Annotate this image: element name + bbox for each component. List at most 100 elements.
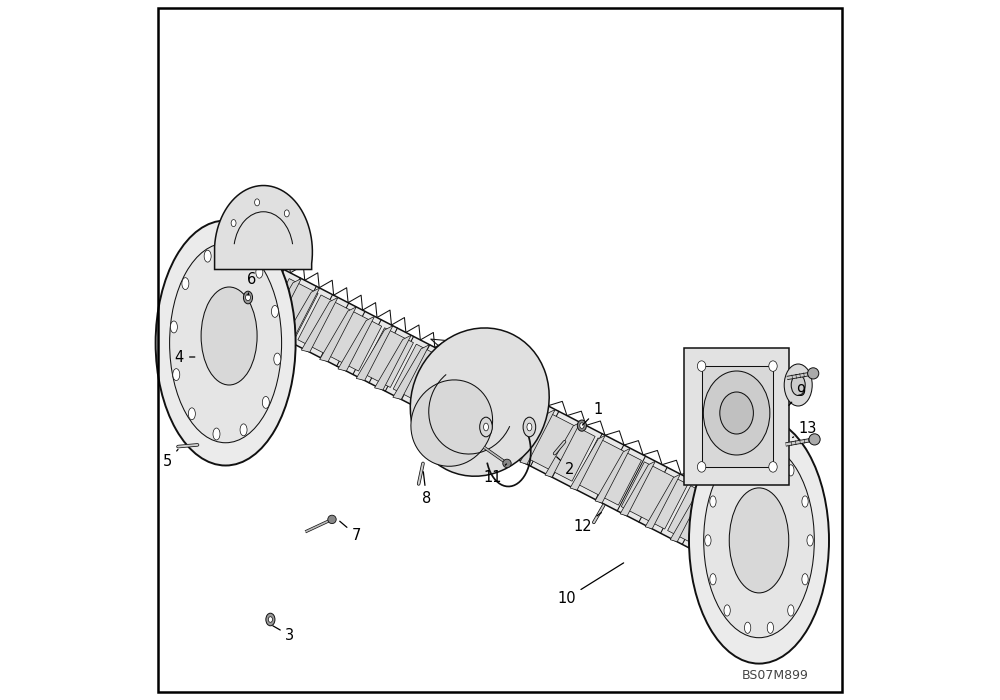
- Ellipse shape: [201, 287, 257, 385]
- Ellipse shape: [170, 244, 282, 443]
- Polygon shape: [338, 316, 375, 371]
- Polygon shape: [265, 279, 301, 333]
- Ellipse shape: [284, 210, 289, 217]
- Polygon shape: [375, 335, 411, 390]
- Ellipse shape: [262, 396, 269, 408]
- Polygon shape: [645, 474, 680, 529]
- Ellipse shape: [791, 374, 805, 395]
- Ellipse shape: [503, 459, 511, 468]
- Ellipse shape: [697, 462, 706, 472]
- Ellipse shape: [802, 574, 808, 585]
- Ellipse shape: [710, 496, 716, 507]
- Ellipse shape: [577, 420, 586, 431]
- Ellipse shape: [697, 360, 706, 371]
- Ellipse shape: [710, 574, 716, 585]
- Ellipse shape: [246, 295, 250, 301]
- Polygon shape: [684, 348, 789, 485]
- Polygon shape: [529, 414, 595, 481]
- Ellipse shape: [802, 496, 808, 507]
- Polygon shape: [621, 462, 688, 529]
- Text: BS07M899: BS07M899: [742, 669, 809, 682]
- Ellipse shape: [705, 535, 711, 546]
- Polygon shape: [393, 344, 445, 404]
- Polygon shape: [545, 422, 580, 477]
- Ellipse shape: [484, 423, 488, 431]
- Polygon shape: [215, 186, 312, 270]
- Ellipse shape: [720, 392, 753, 434]
- Ellipse shape: [769, 360, 777, 371]
- Ellipse shape: [788, 605, 794, 616]
- Ellipse shape: [271, 305, 278, 317]
- Ellipse shape: [410, 328, 549, 476]
- Text: 4: 4: [175, 349, 195, 365]
- Polygon shape: [320, 307, 356, 362]
- Ellipse shape: [704, 443, 814, 638]
- Polygon shape: [595, 448, 630, 503]
- Polygon shape: [330, 312, 382, 371]
- Text: 3: 3: [273, 626, 295, 643]
- Text: 12: 12: [573, 512, 601, 534]
- Ellipse shape: [274, 353, 281, 365]
- Polygon shape: [283, 288, 320, 343]
- Polygon shape: [361, 328, 413, 388]
- Ellipse shape: [268, 617, 273, 622]
- Ellipse shape: [767, 447, 774, 458]
- Text: 8: 8: [422, 472, 431, 506]
- Ellipse shape: [243, 291, 253, 304]
- Text: 13: 13: [793, 421, 817, 438]
- Ellipse shape: [188, 408, 195, 420]
- Polygon shape: [298, 295, 350, 355]
- Ellipse shape: [724, 605, 730, 616]
- Ellipse shape: [523, 417, 536, 437]
- Text: 9: 9: [789, 384, 806, 405]
- Ellipse shape: [156, 220, 296, 466]
- Polygon shape: [243, 263, 461, 416]
- Text: 1: 1: [582, 402, 603, 425]
- Ellipse shape: [256, 266, 263, 278]
- Ellipse shape: [767, 622, 774, 634]
- Ellipse shape: [411, 380, 493, 466]
- Ellipse shape: [769, 462, 777, 472]
- Ellipse shape: [204, 250, 211, 262]
- Ellipse shape: [480, 417, 492, 437]
- Polygon shape: [575, 438, 641, 505]
- Ellipse shape: [580, 423, 584, 428]
- Polygon shape: [520, 410, 555, 464]
- Ellipse shape: [170, 321, 177, 333]
- Ellipse shape: [328, 515, 336, 524]
- Polygon shape: [246, 269, 283, 324]
- Polygon shape: [670, 487, 705, 542]
- Ellipse shape: [182, 278, 189, 290]
- Ellipse shape: [788, 465, 794, 476]
- Text: 10: 10: [557, 563, 624, 606]
- Ellipse shape: [724, 465, 730, 476]
- Ellipse shape: [266, 613, 275, 626]
- Polygon shape: [668, 486, 734, 553]
- Ellipse shape: [173, 369, 180, 381]
- Ellipse shape: [744, 622, 751, 634]
- Polygon shape: [620, 461, 655, 516]
- Ellipse shape: [213, 428, 220, 440]
- Ellipse shape: [231, 246, 238, 258]
- Ellipse shape: [809, 434, 820, 445]
- Text: 11: 11: [484, 464, 506, 485]
- Polygon shape: [393, 344, 429, 400]
- Text: 2: 2: [557, 457, 575, 477]
- Ellipse shape: [744, 447, 751, 458]
- Polygon shape: [356, 326, 393, 381]
- Polygon shape: [266, 279, 318, 338]
- Text: 7: 7: [340, 522, 361, 543]
- Polygon shape: [515, 403, 753, 566]
- Ellipse shape: [784, 364, 812, 406]
- Ellipse shape: [527, 423, 532, 431]
- Text: 5: 5: [163, 449, 178, 470]
- Polygon shape: [702, 366, 773, 467]
- Polygon shape: [301, 298, 338, 352]
- Ellipse shape: [231, 220, 236, 227]
- Ellipse shape: [689, 417, 829, 664]
- Ellipse shape: [808, 368, 819, 379]
- Ellipse shape: [807, 535, 813, 546]
- Polygon shape: [570, 435, 605, 490]
- Text: 6: 6: [247, 272, 256, 295]
- Ellipse shape: [255, 199, 260, 206]
